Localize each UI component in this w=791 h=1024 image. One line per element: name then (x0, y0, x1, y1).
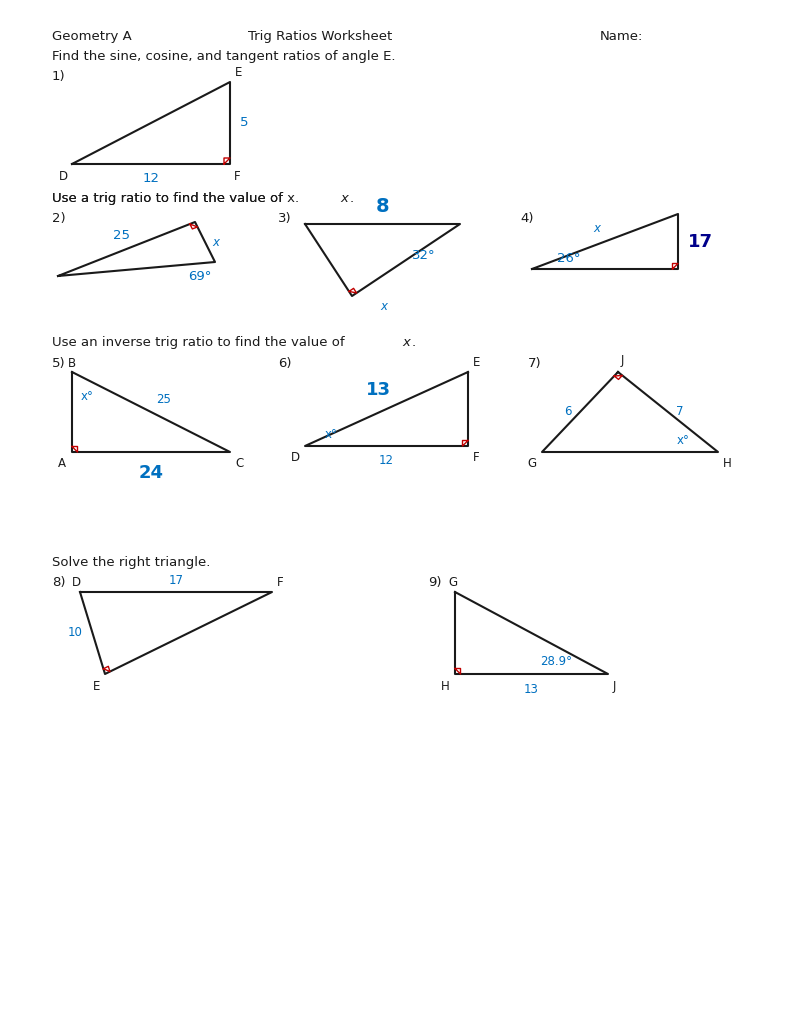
Text: G: G (528, 457, 537, 470)
Text: Trig Ratios Worksheet: Trig Ratios Worksheet (248, 30, 392, 43)
Text: 17: 17 (688, 232, 713, 251)
Text: 6): 6) (278, 357, 292, 370)
Text: F: F (234, 170, 240, 183)
Text: F: F (277, 575, 284, 589)
Text: 12: 12 (379, 454, 394, 467)
Text: 1): 1) (52, 70, 66, 83)
Text: 9): 9) (428, 575, 441, 589)
Text: x: x (593, 221, 600, 234)
Text: J: J (613, 680, 616, 693)
Text: E: E (235, 66, 242, 79)
Text: Name:: Name: (600, 30, 643, 43)
Text: x: x (340, 193, 348, 205)
Text: D: D (72, 575, 81, 589)
Text: 5): 5) (52, 357, 66, 370)
Text: 26°: 26° (557, 252, 581, 265)
Text: 25: 25 (156, 393, 171, 406)
Text: B: B (68, 357, 76, 370)
Text: x°: x° (325, 428, 338, 441)
Text: 32°: 32° (412, 250, 436, 262)
Text: 25: 25 (113, 229, 130, 242)
Text: 24: 24 (138, 464, 164, 482)
Text: H: H (441, 680, 450, 693)
Text: G: G (448, 575, 457, 589)
Text: A: A (58, 457, 66, 470)
Text: 17: 17 (168, 574, 184, 587)
Text: 13: 13 (366, 381, 391, 399)
Text: 7): 7) (528, 357, 542, 370)
Text: Use a trig ratio to find the value of: Use a trig ratio to find the value of (52, 193, 287, 205)
Text: F: F (473, 451, 479, 464)
Text: 13: 13 (524, 683, 539, 696)
Text: 69°: 69° (188, 270, 212, 283)
Text: 10: 10 (67, 627, 82, 640)
Text: E: E (473, 356, 480, 369)
Text: x: x (402, 336, 410, 349)
Text: 7: 7 (676, 404, 683, 418)
Text: J: J (621, 354, 624, 367)
Text: 6: 6 (565, 404, 572, 418)
Text: D: D (291, 451, 300, 464)
Text: D: D (59, 170, 68, 183)
Text: E: E (93, 680, 100, 693)
Text: Use a trig ratio to find the value of x.: Use a trig ratio to find the value of x. (52, 193, 299, 205)
Text: x°: x° (677, 434, 690, 447)
Text: 28.9°: 28.9° (540, 655, 572, 668)
Text: H: H (723, 457, 732, 470)
Text: Solve the right triangle.: Solve the right triangle. (52, 556, 210, 569)
Text: .: . (412, 336, 416, 349)
Text: 2): 2) (52, 212, 66, 225)
Text: .: . (350, 193, 354, 205)
Text: x°: x° (81, 390, 94, 403)
Text: 8): 8) (52, 575, 66, 589)
Text: Geometry A: Geometry A (52, 30, 132, 43)
Text: 5: 5 (240, 117, 248, 129)
Text: Use an inverse trig ratio to find the value of: Use an inverse trig ratio to find the va… (52, 336, 349, 349)
Text: x: x (380, 300, 387, 313)
Text: Find the sine, cosine, and tangent ratios of angle E.: Find the sine, cosine, and tangent ratio… (52, 50, 396, 63)
Text: x: x (212, 236, 219, 249)
Text: 12: 12 (142, 172, 160, 185)
Text: 4): 4) (520, 212, 533, 225)
Text: C: C (235, 457, 244, 470)
Text: 3): 3) (278, 212, 292, 225)
Text: 8: 8 (376, 197, 389, 216)
